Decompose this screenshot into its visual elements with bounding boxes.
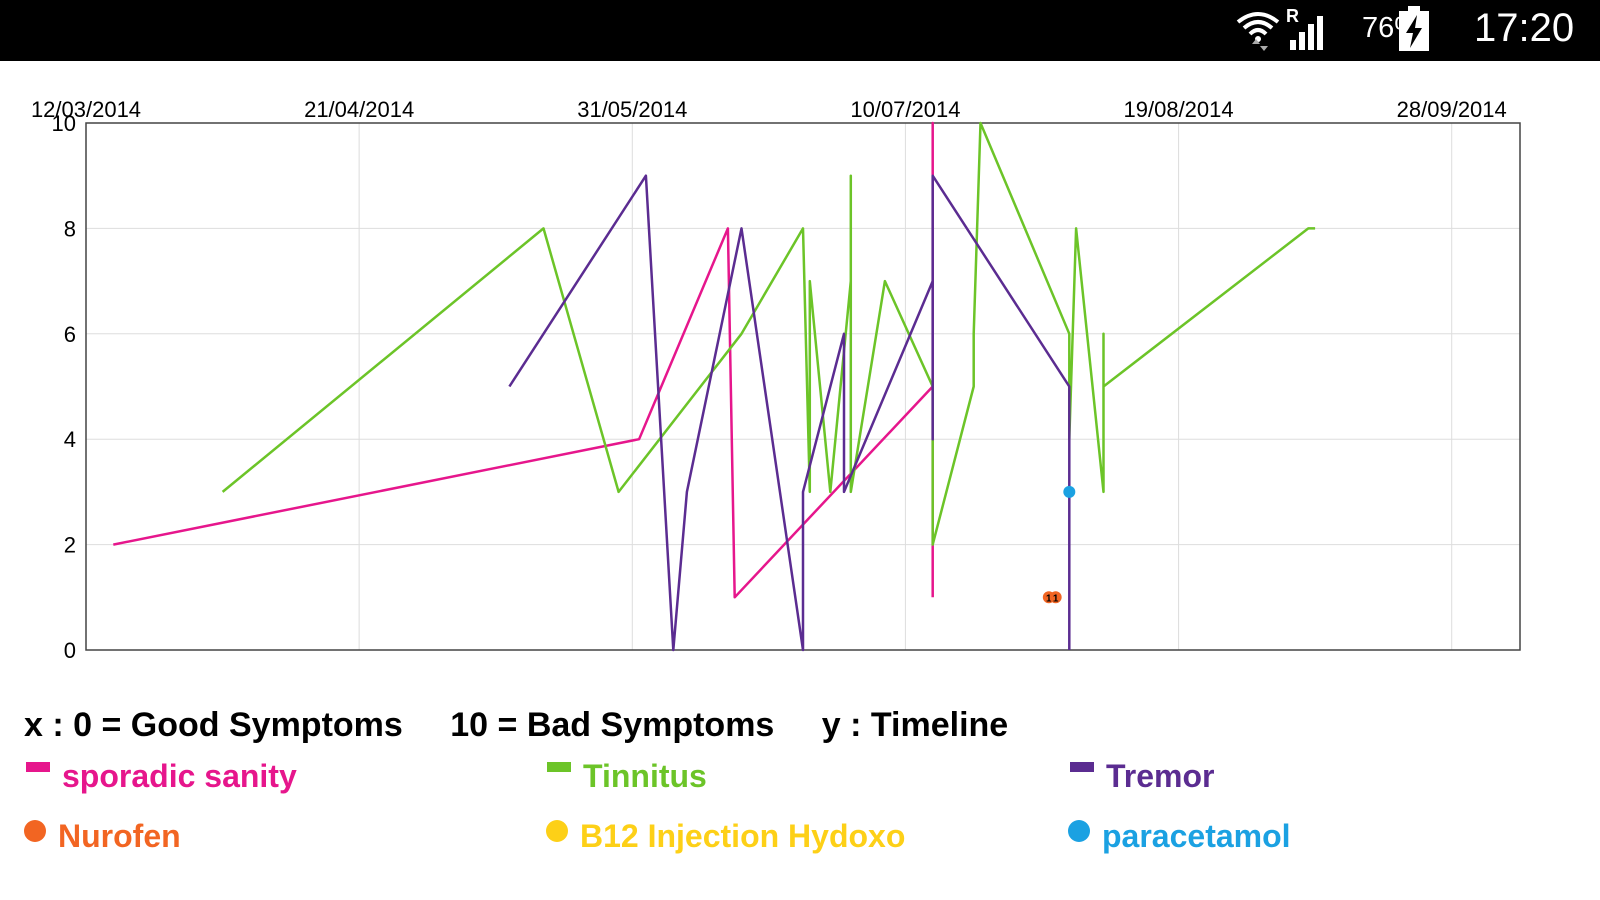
y-tick-label: 4 [64,427,76,452]
y-tick-label: 2 [64,533,76,558]
axis-caption: x : 0 = Good Symptoms 10 = Bad Symptoms … [24,706,1046,745]
signal-icon [1290,16,1323,50]
x-tick-label: 28/09/2014 [1397,97,1507,122]
battery-charging-icon [1399,6,1429,51]
legend-swatch-nurofen [24,820,46,842]
x-axis-ticks: 12/03/2014 21/04/2014 31/05/2014 10/07/2014… [31,97,1507,122]
legend-sporadic-sanity: sporadic sanity [26,758,297,795]
y-tick-label: 0 [64,638,76,663]
legend-swatch-sporadic-sanity [26,762,50,772]
legend-label: Tremor [1106,758,1215,794]
x-description: x : 0 = Good Symptoms [24,706,403,744]
wifi-icon [1236,12,1280,51]
series-lines [113,121,1316,652]
x-tick-label: 12/03/2014 [31,97,141,122]
marker-label: 1 [1053,593,1059,604]
legend-label: Nurofen [58,818,181,854]
x-description-bad: 10 = Bad Symptoms [450,706,775,744]
legend-b12-injection: B12 Injection Hydoxo [546,818,905,855]
y-tick-label: 8 [64,216,76,241]
symptom-chart: 12/03/2014 21/04/2014 31/05/2014 10/07/2014… [31,97,1521,663]
legend-label: B12 Injection Hydoxo [580,818,906,854]
x-tick-label: 19/08/2014 [1124,97,1234,122]
legend-swatch-tremor [1070,762,1094,772]
legend-label: sporadic sanity [62,758,297,794]
y-axis-ticks: 0 2 4 6 8 10 [52,111,76,663]
status-bar: R 76% 17:20 [0,0,1600,61]
y-description: y : Timeline [821,706,1009,744]
legend-paracetamol: paracetamol [1068,818,1291,855]
legend-nurofen: Nurofen [24,818,181,855]
legend-swatch-paracetamol [1068,820,1090,842]
legend-label: Tinnitus [583,758,707,794]
legend-label: paracetamol [1102,818,1291,854]
clock: 17:20 [1474,6,1575,50]
y-tick-label: 6 [64,322,76,347]
marker-paracetamol [1063,485,1076,498]
marker-label: 1 [1046,593,1052,604]
legend-tremor: Tremor [1070,758,1214,795]
legend-swatch-b12 [546,820,568,842]
legend-swatch-tinnitus [547,762,571,772]
series-line-sporadic-sanity [113,121,934,599]
grid [86,122,1520,650]
roaming-indicator: R [1286,6,1299,26]
marker-nurofen [1049,591,1062,604]
x-tick-label: 10/07/2014 [850,97,960,122]
series-line-tremor [508,174,1071,652]
legend-tinnitus: Tinnitus [547,758,707,795]
x-tick-label: 31/05/2014 [577,97,687,122]
y-tick-label: 10 [52,111,76,136]
x-tick-label: 21/04/2014 [304,97,414,122]
